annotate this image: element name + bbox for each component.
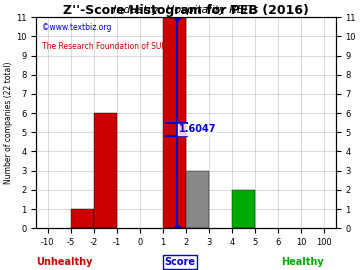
Bar bbox=[94, 113, 117, 228]
Bar bbox=[186, 171, 209, 228]
Title: Z''-Score Histogram for PEB (2016): Z''-Score Histogram for PEB (2016) bbox=[63, 4, 309, 17]
Text: Score: Score bbox=[165, 257, 195, 267]
Text: 1.6047: 1.6047 bbox=[179, 124, 216, 134]
Text: Healthy: Healthy bbox=[281, 257, 324, 267]
Bar bbox=[71, 209, 94, 228]
Text: Unhealthy: Unhealthy bbox=[37, 257, 93, 267]
Bar bbox=[163, 17, 186, 228]
Y-axis label: Number of companies (22 total): Number of companies (22 total) bbox=[4, 62, 13, 184]
Text: Industry: Hospitality REITs: Industry: Hospitality REITs bbox=[113, 5, 258, 15]
Bar bbox=[232, 190, 255, 228]
Text: The Research Foundation of SUNY: The Research Foundation of SUNY bbox=[42, 42, 172, 52]
Text: ©www.textbiz.org: ©www.textbiz.org bbox=[42, 23, 112, 32]
